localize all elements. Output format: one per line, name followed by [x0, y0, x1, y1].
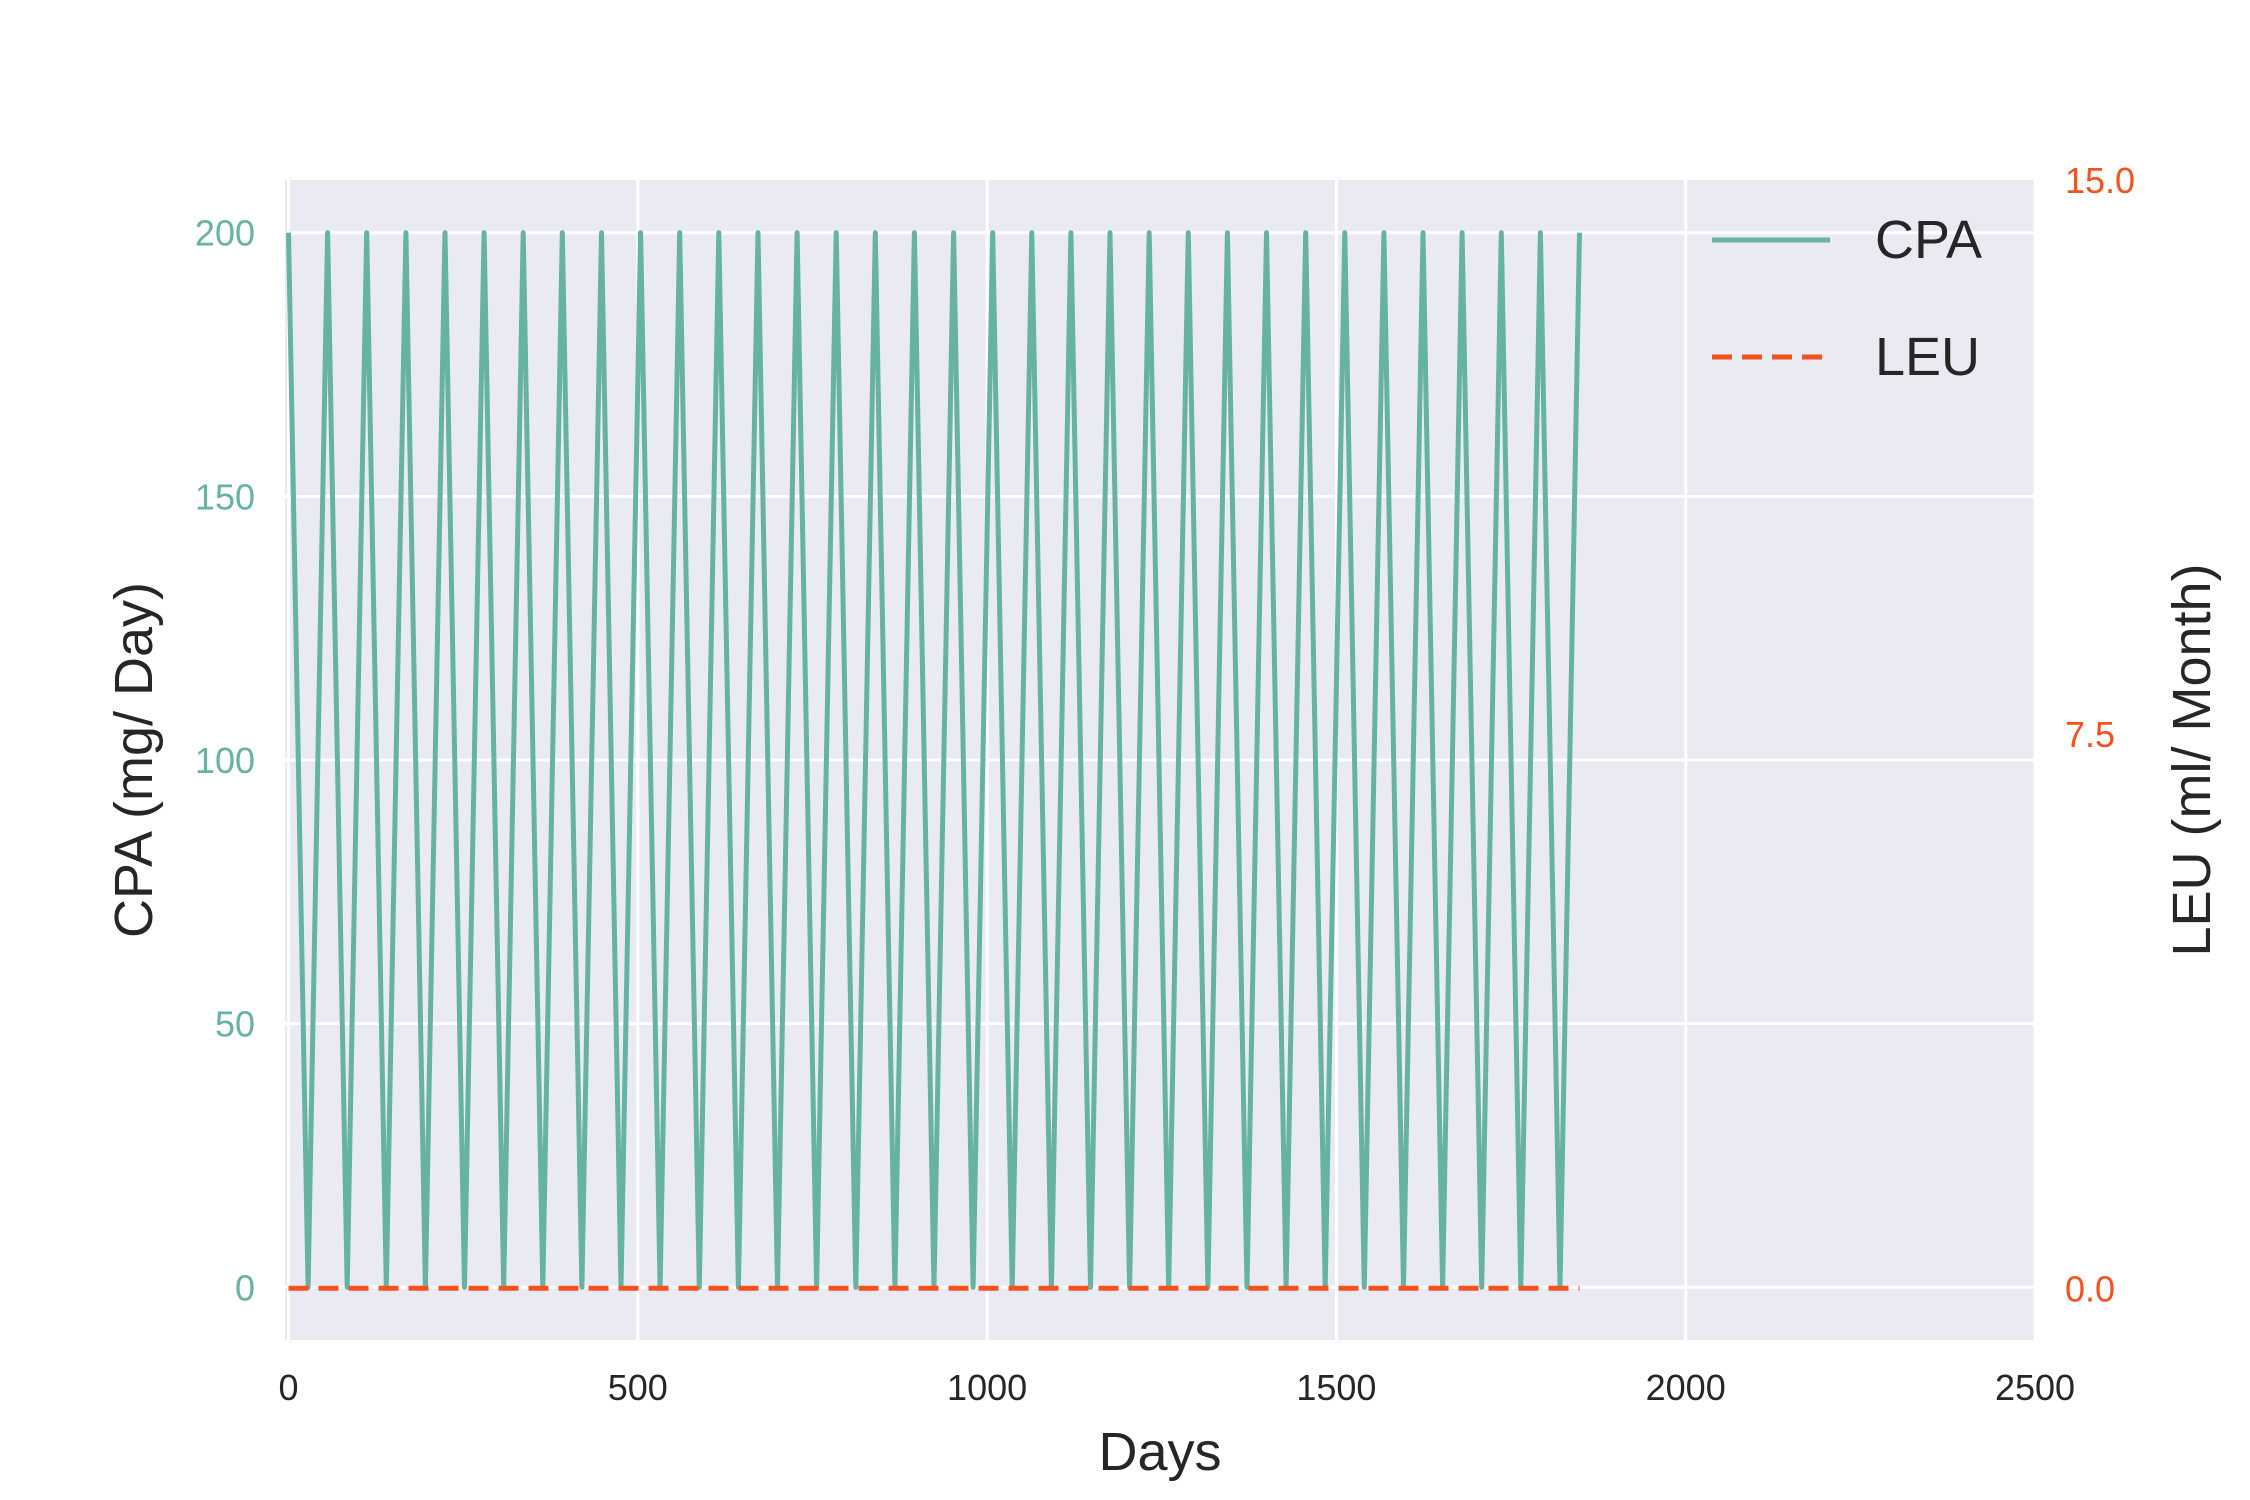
y-left-tick-label-2: 100 [195, 740, 255, 781]
x-tick-label-4: 2000 [1646, 1367, 1726, 1408]
y-right-tick-label-0: 0.0 [2065, 1268, 2115, 1309]
legend-label-cpa: CPA [1875, 210, 1982, 270]
x-tick-label-1: 500 [608, 1367, 668, 1408]
legend-label-leu: LEU [1875, 327, 1980, 387]
x-axis-title: Days [1098, 1422, 1221, 1482]
y-left-tick-label-0: 0 [235, 1267, 255, 1308]
y-right-tick-label-1: 7.5 [2065, 714, 2115, 755]
y-left-axis-ticks: 0 50 100 150 200 [195, 213, 255, 1309]
x-tick-label-0: 0 [278, 1367, 298, 1408]
y-right-axis-title: LEU (ml/ Month) [2162, 563, 2222, 956]
x-tick-label-2: 1000 [947, 1367, 1027, 1408]
x-tick-label-3: 1500 [1296, 1367, 1376, 1408]
y-right-axis-ticks: 0.0 7.5 15.0 [2065, 160, 2135, 1309]
y-left-tick-label-4: 200 [195, 213, 255, 254]
series-layer [286, 230, 1582, 1291]
y-right-tick-label-2: 15.0 [2065, 160, 2135, 201]
legend: CPA LEU [1712, 210, 1982, 387]
y-left-tick-label-1: 50 [215, 1004, 255, 1045]
x-axis-ticks: 0 500 1000 1500 2000 2500 [278, 1367, 2075, 1408]
y-left-axis-title: CPA (mg/ Day) [104, 582, 164, 938]
y-left-tick-label-3: 150 [195, 476, 255, 517]
x-tick-label-5: 2500 [1995, 1367, 2075, 1408]
